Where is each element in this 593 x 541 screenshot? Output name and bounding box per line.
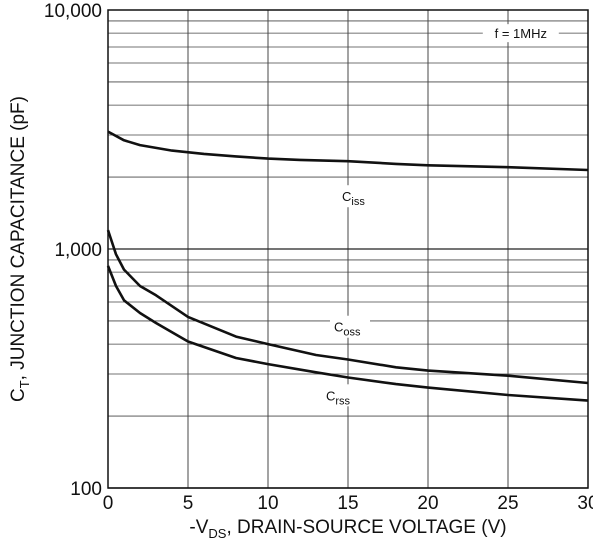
y-axis-title-rest: , JUNCTION CAPACITANCE (pF): [8, 96, 29, 380]
x-axis-title-rest: , DRAIN-SOURCE VOLTAGE (V): [226, 517, 506, 538]
curve-label-background: [322, 384, 362, 407]
series-line-coss: [106, 229, 589, 385]
curve-label-ciss: Ciss: [342, 189, 365, 208]
plot-frame: [107, 9, 589, 489]
curve-label-background: [338, 185, 378, 208]
x-tick-label: 30: [577, 493, 593, 514]
curve-label-main: C: [326, 388, 335, 403]
curve-label-sub: iss: [351, 196, 365, 208]
frequency-note-background: [482, 24, 559, 43]
x-tick-label: 15: [337, 493, 358, 514]
curves: [106, 130, 589, 402]
series-line-crss: [106, 265, 589, 402]
curve-label-sub: oss: [343, 327, 361, 339]
tick-labels: 0 5 10 15 20 25 30 100 1,000 10,000: [44, 1, 593, 514]
y-tick-label: 1,000: [54, 240, 102, 261]
x-axis-title-prefix: -V: [189, 517, 208, 538]
x-tick-label: 10: [257, 493, 278, 514]
y-axis-title: CT, JUNCTION CAPACITANCE (pF): [8, 96, 32, 402]
curve-label-main: C: [342, 189, 351, 204]
curve-label-sub: rss: [335, 395, 350, 407]
curve-label-main: C: [334, 320, 343, 335]
curve-label-coss: Coss: [334, 320, 361, 339]
x-axis-title-sub: DS: [208, 526, 226, 541]
y-tick-label: 100: [70, 479, 102, 500]
y-tick-label: 10,000: [44, 1, 102, 22]
curve-label-background: [330, 315, 370, 338]
x-tick-label: 25: [497, 493, 518, 514]
x-axis-title: -VDS, DRAIN-SOURCE VOLTAGE (V): [189, 517, 506, 541]
x-tick-label: 5: [183, 493, 194, 514]
frequency-note: f = 1MHz: [495, 26, 547, 41]
series-line-ciss: [107, 130, 589, 172]
y-axis-title-sub: T: [17, 380, 32, 388]
x-tick-label: 20: [417, 493, 438, 514]
grid: [107, 10, 589, 489]
curve-label-crss: Crss: [326, 388, 351, 407]
x-tick-label: 0: [103, 493, 114, 514]
y-axis-title-prefix: C: [8, 388, 29, 402]
